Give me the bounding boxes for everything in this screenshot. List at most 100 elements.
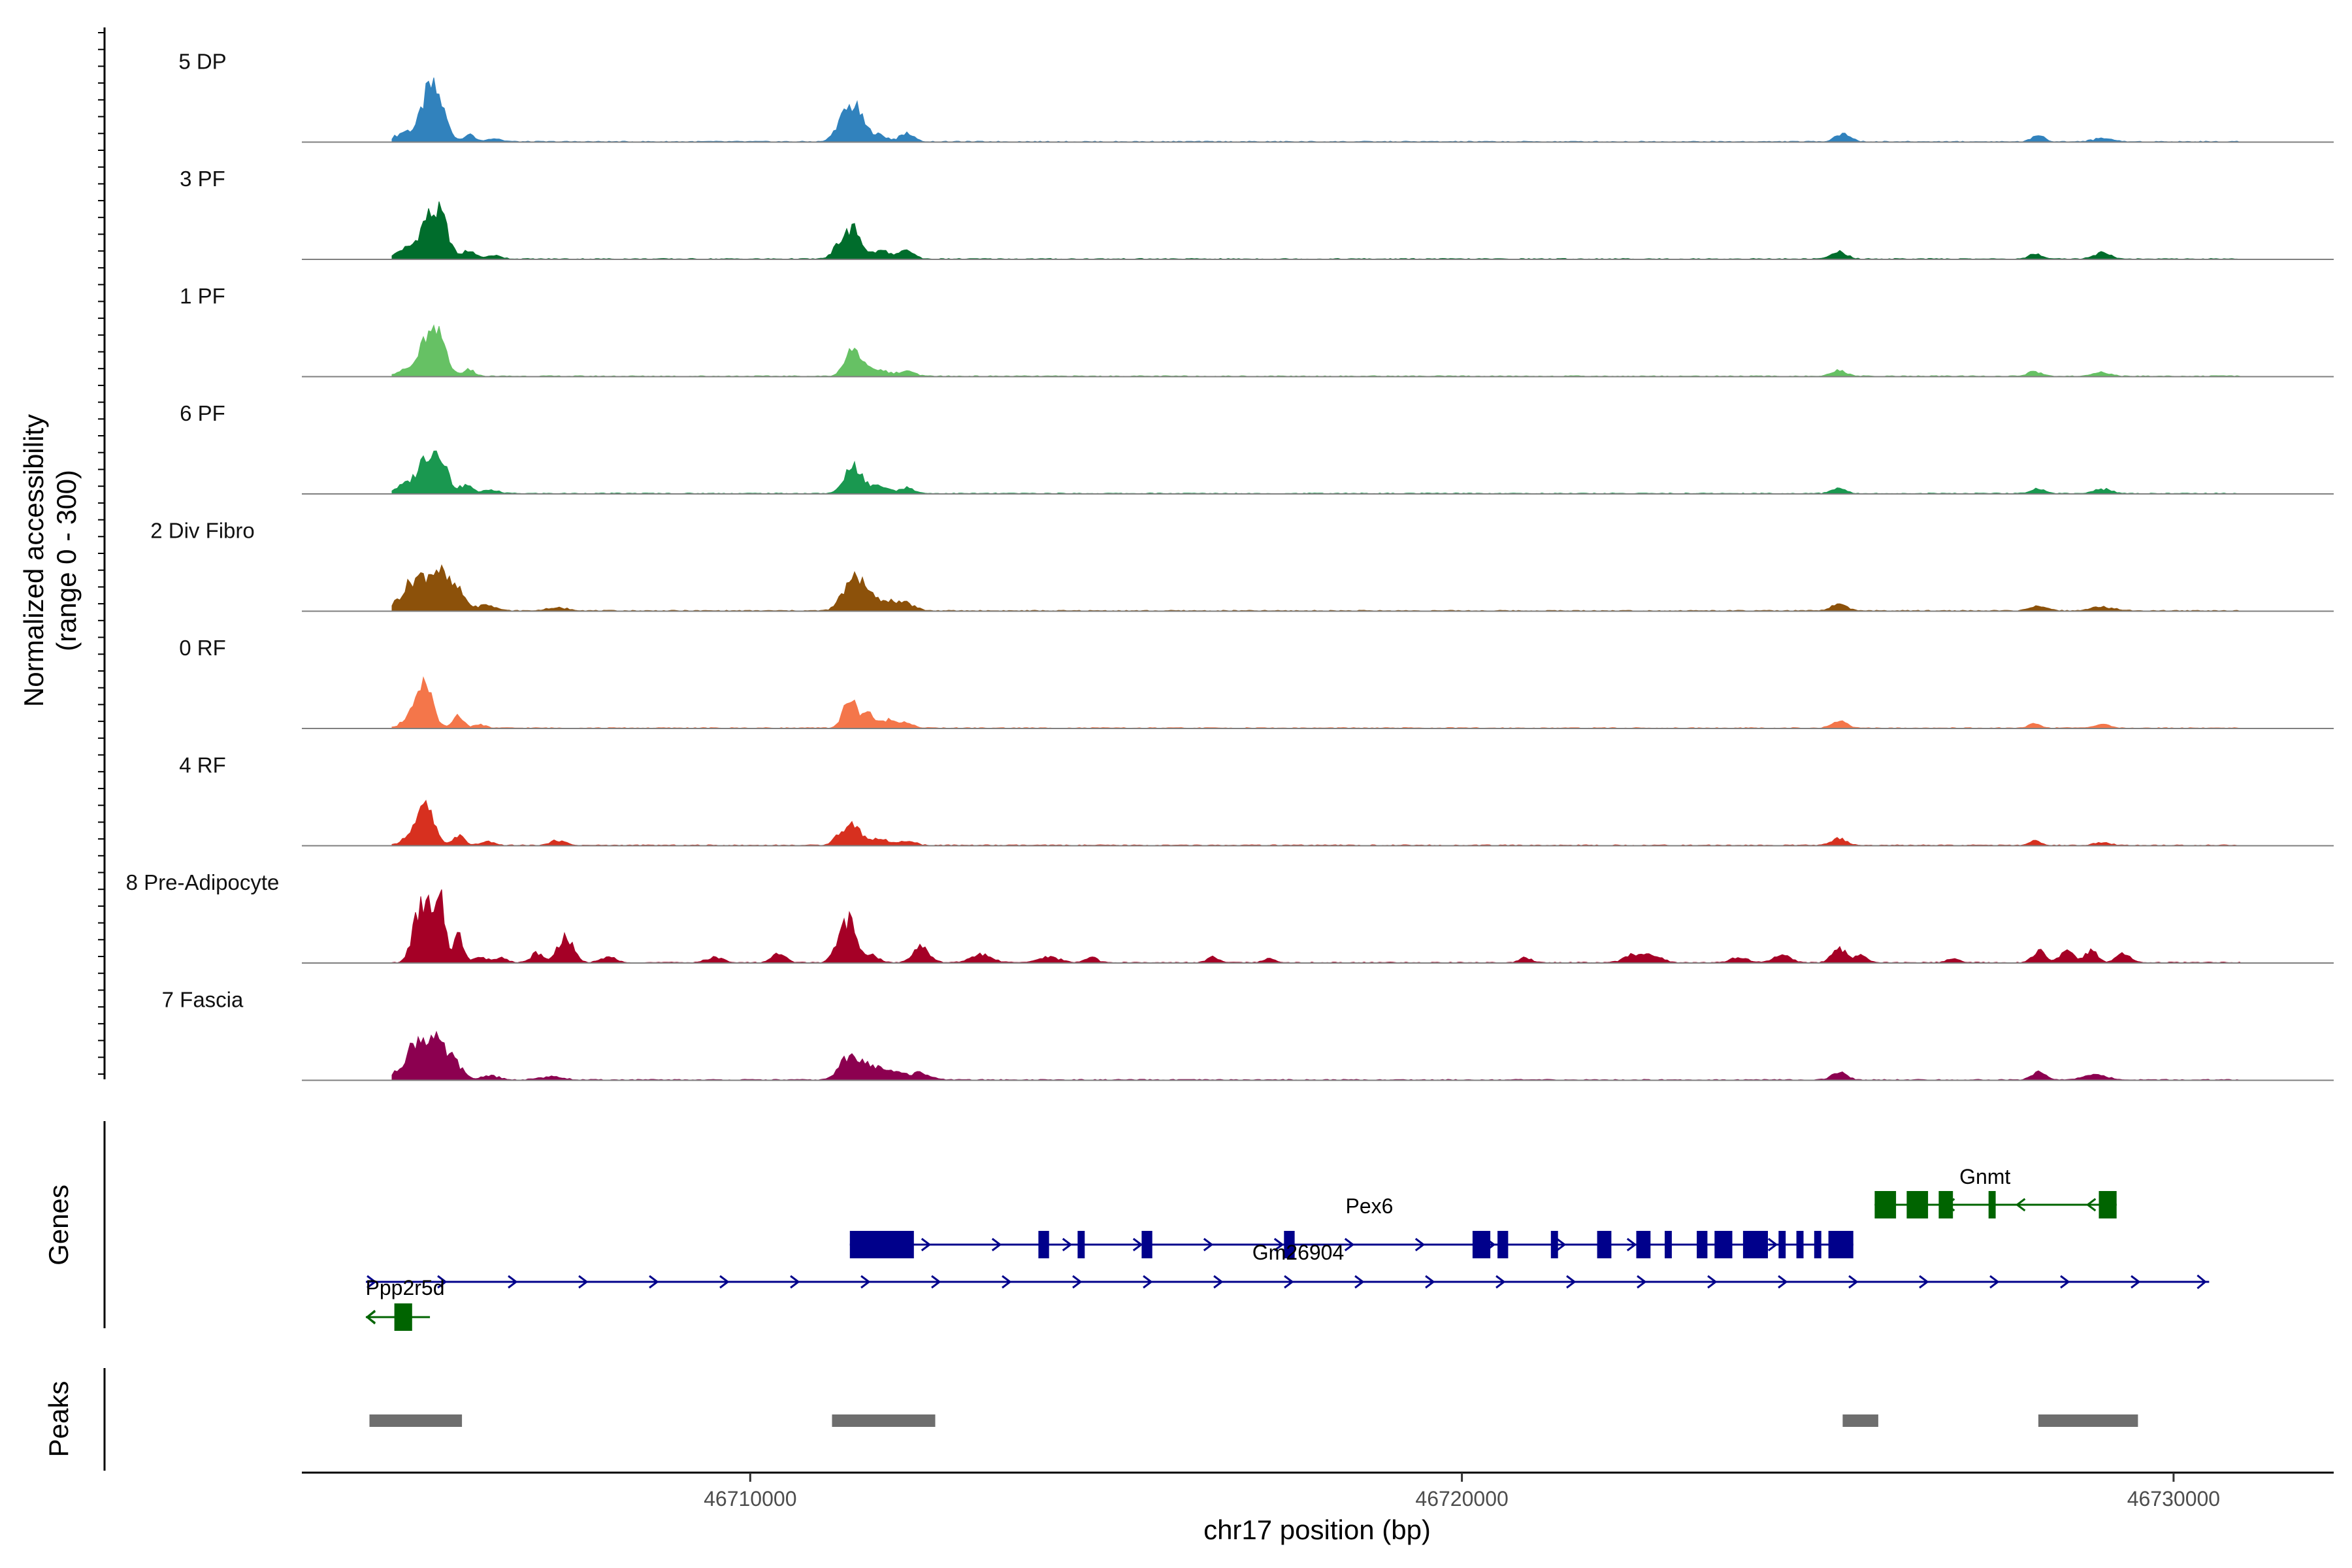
exon: [1665, 1231, 1672, 1258]
coverage-tracks: 5 DP 3 PF 1 PF 6 PF 2 Div Fibro 0 RF 4 RF 8 Pre…: [126, 50, 2334, 1081]
strand-arrow: [1354, 1275, 1365, 1289]
coverage-track: 0 RF: [179, 636, 2334, 729]
exon: [1796, 1231, 1804, 1258]
strand-arrow: [719, 1275, 730, 1289]
x-tick-label: 46710000: [704, 1487, 796, 1511]
exon: [1814, 1231, 1821, 1258]
genes-track-label: Genes: [43, 1184, 74, 1266]
strand-arrow: [1002, 1275, 1012, 1289]
exon: [1597, 1231, 1612, 1258]
strand-arrow: [437, 1275, 448, 1289]
strand-arrow: [1626, 1237, 1637, 1252]
peak-region: [369, 1414, 463, 1427]
x-axis-ticks: 46710000 46720000 46730000: [704, 1473, 2220, 1511]
strand-arrow: [2060, 1275, 2070, 1289]
strand-arrow: [1344, 1237, 1355, 1252]
gene-label: Ppp2r5d: [366, 1276, 445, 1299]
strand-arrow: [1989, 1275, 2000, 1289]
track-label: 7 Fascia: [162, 988, 244, 1012]
exon: [1874, 1191, 1897, 1218]
coverage-y-axis: [98, 27, 106, 1079]
coverage-track: 3 PF: [180, 167, 2334, 260]
strand-arrow: [1425, 1275, 1435, 1289]
coverage-area: [391, 450, 2242, 495]
coverage-track: 4 RF: [179, 753, 2334, 847]
exon: [1906, 1191, 1929, 1218]
strand-arrow: [860, 1275, 871, 1289]
exon: [1472, 1231, 1491, 1258]
gene-model: Gnmt: [1874, 1165, 2117, 1218]
strand-arrow: [1637, 1275, 1647, 1289]
strand-arrow: [1566, 1275, 1576, 1289]
exon: [1778, 1231, 1786, 1258]
y-axis-range: (range 0 - 300): [51, 470, 82, 651]
exon: [1714, 1231, 1733, 1258]
exon: [1038, 1231, 1049, 1258]
strand-arrow: [1495, 1275, 1506, 1289]
x-axis-title: chr17 position (bp): [1203, 1514, 1431, 1545]
exon: [1938, 1191, 1953, 1218]
track-label: 8 Pre-Adipocyte: [126, 870, 280, 894]
x-tick-label: 46720000: [1415, 1487, 1508, 1511]
strand-arrow: [2131, 1275, 2141, 1289]
track-label: 6 PF: [180, 401, 225, 425]
track-label: 3 PF: [180, 167, 225, 191]
exon: [1742, 1231, 1768, 1258]
strand-arrow: [1062, 1237, 1073, 1252]
coverage-area: [391, 1030, 2242, 1081]
strand-arrow: [1848, 1275, 1859, 1289]
track-label: 5 DP: [178, 50, 226, 74]
coverage-track: 5 DP: [178, 50, 2334, 143]
exon: [1497, 1231, 1509, 1258]
coverage-track: 7 Fascia: [162, 988, 2334, 1081]
peak-region: [2038, 1414, 2138, 1427]
exon: [1550, 1231, 1558, 1258]
gene-model: Ppp2r5d: [365, 1276, 445, 1331]
strand-arrow: [790, 1275, 800, 1289]
coverage-area: [391, 77, 2241, 143]
coverage-area: [391, 201, 2242, 260]
y-axis-title: Normalized accessibility: [18, 414, 49, 707]
gene-model: Pex6: [849, 1194, 1854, 1258]
exon: [1828, 1231, 1854, 1258]
strand-arrow: [508, 1275, 518, 1289]
strand-arrow: [1767, 1237, 1778, 1252]
strand-arrow: [1143, 1275, 1153, 1289]
exon: [394, 1303, 412, 1331]
coverage-area: [391, 324, 2242, 378]
strand-arrow: [578, 1275, 589, 1289]
coverage-area: [391, 889, 2242, 964]
coverage-track: 6 PF: [180, 401, 2334, 495]
strand-arrow: [921, 1237, 932, 1252]
strand-arrow: [649, 1275, 659, 1289]
exon: [1988, 1191, 1996, 1218]
exon: [2099, 1191, 2117, 1218]
strand-arrow: [1707, 1275, 1718, 1289]
strand-arrow: [2085, 1198, 2097, 1212]
strand-arrow: [367, 1275, 377, 1289]
strand-arrow: [1132, 1237, 1143, 1252]
strand-arrow: [2015, 1198, 2026, 1212]
strand-arrow: [1273, 1237, 1284, 1252]
coverage-track: 1 PF: [180, 284, 2334, 378]
coverage-area: [391, 564, 2242, 612]
exon: [1636, 1231, 1651, 1258]
peak-region: [832, 1414, 936, 1427]
strand-arrow: [2197, 1274, 2207, 1290]
gene-label: Pex6: [1346, 1194, 1394, 1218]
coverage-area: [391, 800, 2242, 847]
strand-arrow: [1556, 1237, 1567, 1252]
strand-arrow: [1284, 1275, 1294, 1289]
strand-arrow: [1919, 1275, 1929, 1289]
exon: [1284, 1231, 1295, 1258]
exon: [1077, 1231, 1085, 1258]
coverage-area: [391, 676, 2242, 729]
strand-arrow: [1778, 1275, 1788, 1289]
strand-arrow: [1203, 1237, 1214, 1252]
gene-label: Gnmt: [1959, 1165, 2010, 1188]
strand-arrow: [365, 1309, 376, 1325]
peaks-track-label: Peaks: [43, 1381, 74, 1458]
exon: [849, 1231, 914, 1258]
